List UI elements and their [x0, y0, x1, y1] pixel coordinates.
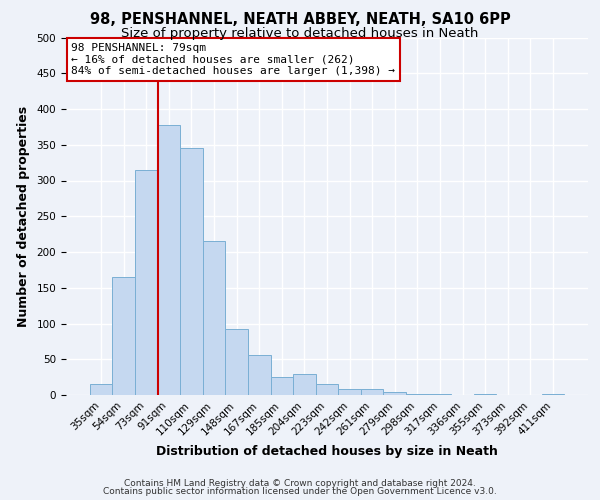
Bar	[135, 170, 158, 395]
Text: 98, PENSHANNEL, NEATH ABBEY, NEATH, SA10 6PP: 98, PENSHANNEL, NEATH ABBEY, NEATH, SA10…	[89, 12, 511, 28]
Text: 98 PENSHANNEL: 79sqm
← 16% of detached houses are smaller (262)
84% of semi-deta: 98 PENSHANNEL: 79sqm ← 16% of detached h…	[71, 43, 395, 76]
Bar	[428, 394, 451, 395]
Text: Size of property relative to detached houses in Neath: Size of property relative to detached ho…	[121, 26, 479, 40]
X-axis label: Distribution of detached houses by size in Neath: Distribution of detached houses by size …	[156, 445, 498, 458]
Bar	[90, 384, 112, 395]
Bar	[180, 148, 203, 395]
Bar	[203, 240, 226, 395]
Bar	[112, 277, 135, 395]
Bar	[248, 355, 271, 395]
Y-axis label: Number of detached properties: Number of detached properties	[17, 106, 29, 327]
Bar	[316, 384, 338, 395]
Bar	[293, 374, 316, 395]
Bar	[542, 394, 564, 395]
Bar	[226, 328, 248, 395]
Bar	[474, 394, 496, 395]
Bar	[158, 124, 180, 395]
Text: Contains HM Land Registry data © Crown copyright and database right 2024.: Contains HM Land Registry data © Crown c…	[124, 478, 476, 488]
Bar	[271, 377, 293, 395]
Text: Contains public sector information licensed under the Open Government Licence v3: Contains public sector information licen…	[103, 487, 497, 496]
Bar	[338, 390, 361, 395]
Bar	[383, 392, 406, 395]
Bar	[361, 390, 383, 395]
Bar	[406, 394, 428, 395]
